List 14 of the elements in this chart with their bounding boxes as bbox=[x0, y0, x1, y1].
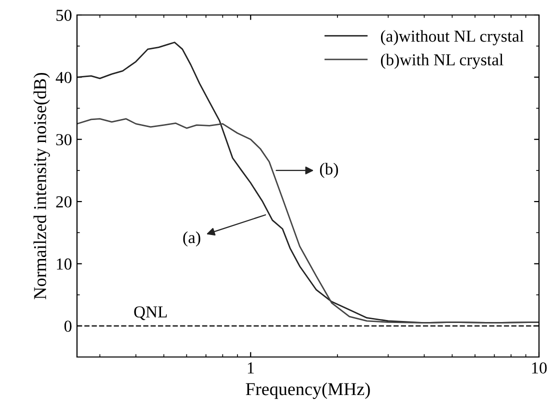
y-tick-label: 40 bbox=[56, 72, 72, 84]
y-tick-label: 20 bbox=[56, 196, 72, 208]
y-tick-label: 30 bbox=[56, 134, 72, 146]
x-axis-title: Frequency(MHz) bbox=[246, 382, 370, 399]
y-axis-title: Normailzed intensity noise(dB) bbox=[33, 72, 50, 300]
y-tick-label: 0 bbox=[64, 320, 72, 332]
ref-line-label: QNL bbox=[134, 306, 167, 320]
annotation: (a) bbox=[183, 231, 200, 247]
y-tick-label: 10 bbox=[56, 258, 72, 270]
x-tick-label: 1 bbox=[248, 362, 254, 374]
y-tick-label: 50 bbox=[56, 10, 72, 21]
legend-label: (a)without NL crystal bbox=[380, 30, 524, 46]
legend-label: (b)with NL crystal bbox=[380, 54, 504, 69]
annotation: (b) bbox=[320, 162, 338, 178]
